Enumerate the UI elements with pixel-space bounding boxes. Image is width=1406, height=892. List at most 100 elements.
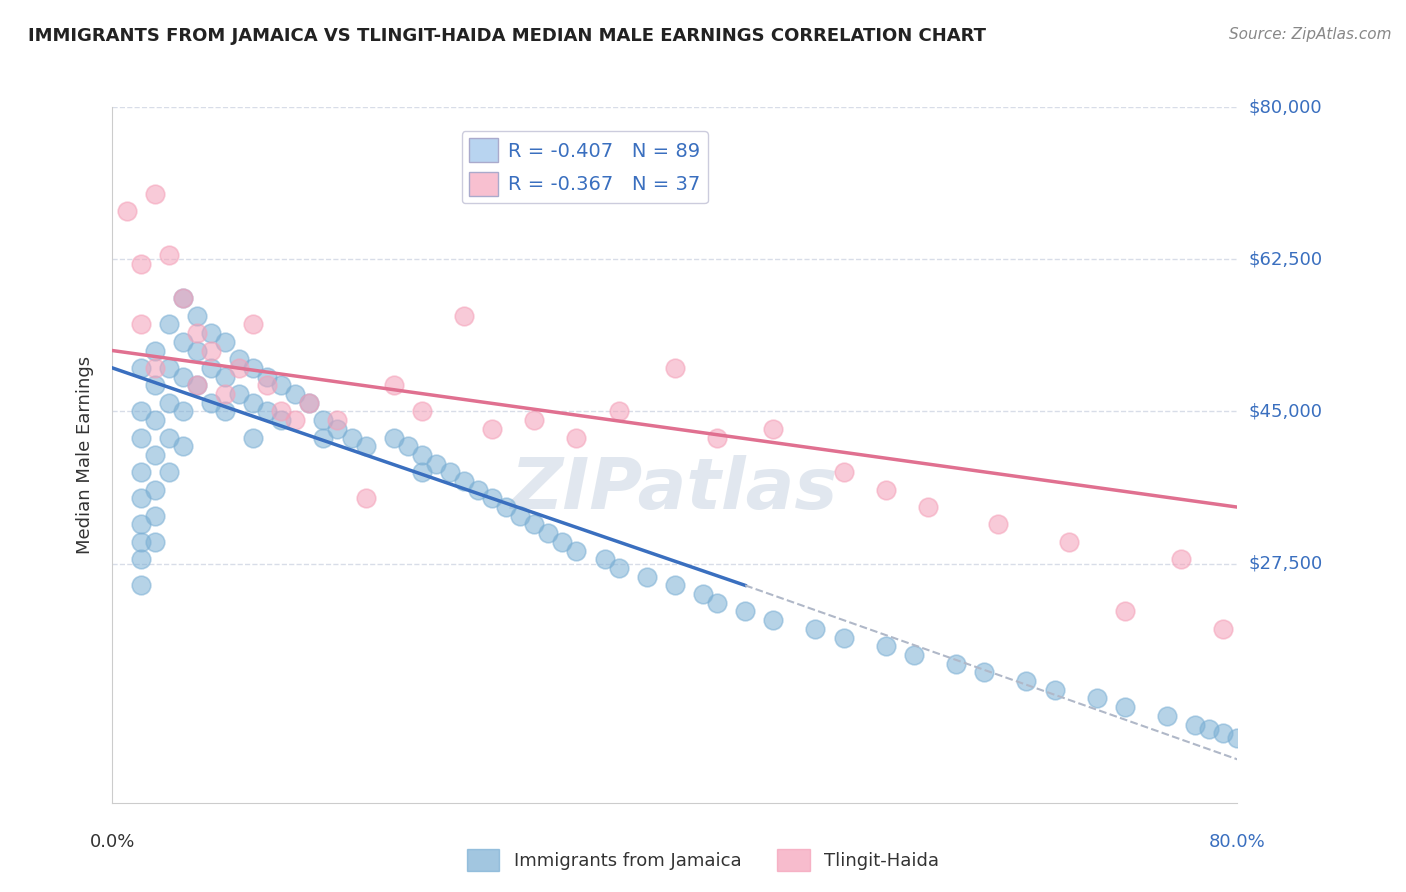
Point bbox=[1184, 717, 1206, 731]
Point bbox=[664, 578, 686, 592]
Point bbox=[706, 596, 728, 610]
Point bbox=[242, 396, 264, 410]
Point bbox=[523, 413, 546, 427]
Point bbox=[157, 248, 180, 262]
Point bbox=[762, 422, 785, 436]
Text: IMMIGRANTS FROM JAMAICA VS TLINGIT-HAIDA MEDIAN MALE EARNINGS CORRELATION CHART: IMMIGRANTS FROM JAMAICA VS TLINGIT-HAIDA… bbox=[28, 27, 986, 45]
Point bbox=[509, 508, 531, 523]
Point bbox=[157, 396, 180, 410]
Point bbox=[1212, 622, 1234, 636]
Point bbox=[832, 466, 855, 480]
Point bbox=[186, 343, 208, 358]
Text: $62,500: $62,500 bbox=[1249, 251, 1323, 268]
Point bbox=[987, 517, 1010, 532]
Point bbox=[157, 431, 180, 445]
Point bbox=[284, 413, 307, 427]
Point bbox=[439, 466, 461, 480]
Point bbox=[593, 552, 616, 566]
Point bbox=[607, 561, 630, 575]
Point bbox=[565, 431, 588, 445]
Point bbox=[143, 378, 166, 392]
Point bbox=[270, 413, 292, 427]
Point bbox=[607, 404, 630, 418]
Point bbox=[186, 309, 208, 323]
Point bbox=[1170, 552, 1192, 566]
Point bbox=[973, 665, 995, 680]
Point bbox=[481, 422, 503, 436]
Text: $80,000: $80,000 bbox=[1249, 98, 1322, 116]
Point bbox=[242, 318, 264, 332]
Point bbox=[565, 543, 588, 558]
Point bbox=[340, 431, 363, 445]
Point bbox=[172, 369, 194, 384]
Point bbox=[172, 439, 194, 453]
Legend: R = -0.407   N = 89, R = -0.367   N = 37: R = -0.407 N = 89, R = -0.367 N = 37 bbox=[461, 130, 709, 203]
Text: 0.0%: 0.0% bbox=[90, 833, 135, 851]
Point bbox=[214, 369, 236, 384]
Point bbox=[172, 404, 194, 418]
Point bbox=[1085, 691, 1108, 706]
Point bbox=[411, 404, 433, 418]
Point bbox=[143, 361, 166, 376]
Point bbox=[214, 334, 236, 349]
Point bbox=[692, 587, 714, 601]
Point bbox=[143, 187, 166, 202]
Point bbox=[382, 378, 405, 392]
Point bbox=[242, 361, 264, 376]
Y-axis label: Median Male Earnings: Median Male Earnings bbox=[76, 356, 94, 554]
Point bbox=[804, 622, 827, 636]
Point bbox=[495, 500, 517, 514]
Point bbox=[214, 387, 236, 401]
Point bbox=[228, 352, 250, 367]
Legend: Immigrants from Jamaica, Tlingit-Haida: Immigrants from Jamaica, Tlingit-Haida bbox=[460, 842, 946, 879]
Point bbox=[115, 204, 138, 219]
Point bbox=[129, 431, 152, 445]
Point bbox=[129, 517, 152, 532]
Point bbox=[143, 535, 166, 549]
Text: Source: ZipAtlas.com: Source: ZipAtlas.com bbox=[1229, 27, 1392, 42]
Point bbox=[157, 318, 180, 332]
Text: 80.0%: 80.0% bbox=[1209, 833, 1265, 851]
Text: ZIPatlas: ZIPatlas bbox=[512, 455, 838, 524]
Point bbox=[762, 613, 785, 627]
Point bbox=[214, 404, 236, 418]
Point bbox=[284, 387, 307, 401]
Point bbox=[636, 570, 658, 584]
Point bbox=[129, 466, 152, 480]
Point bbox=[312, 413, 335, 427]
Point bbox=[157, 466, 180, 480]
Point bbox=[200, 326, 222, 341]
Point bbox=[1226, 731, 1249, 745]
Point bbox=[129, 552, 152, 566]
Point bbox=[143, 413, 166, 427]
Point bbox=[143, 508, 166, 523]
Point bbox=[875, 639, 897, 653]
Point bbox=[172, 334, 194, 349]
Point bbox=[129, 491, 152, 506]
Point bbox=[172, 291, 194, 305]
Point bbox=[1015, 674, 1038, 689]
Point bbox=[664, 361, 686, 376]
Point bbox=[270, 378, 292, 392]
Point bbox=[228, 361, 250, 376]
Point bbox=[200, 343, 222, 358]
Text: $27,500: $27,500 bbox=[1249, 555, 1323, 573]
Point bbox=[200, 361, 222, 376]
Point bbox=[1057, 535, 1080, 549]
Point bbox=[242, 431, 264, 445]
Point bbox=[256, 369, 278, 384]
Point bbox=[1212, 726, 1234, 740]
Point bbox=[228, 387, 250, 401]
Point bbox=[270, 404, 292, 418]
Point bbox=[129, 318, 152, 332]
Point bbox=[382, 431, 405, 445]
Point bbox=[832, 631, 855, 645]
Point bbox=[326, 422, 349, 436]
Point bbox=[298, 396, 321, 410]
Point bbox=[143, 448, 166, 462]
Point bbox=[298, 396, 321, 410]
Point bbox=[425, 457, 447, 471]
Point bbox=[129, 578, 152, 592]
Point bbox=[186, 378, 208, 392]
Point bbox=[129, 361, 152, 376]
